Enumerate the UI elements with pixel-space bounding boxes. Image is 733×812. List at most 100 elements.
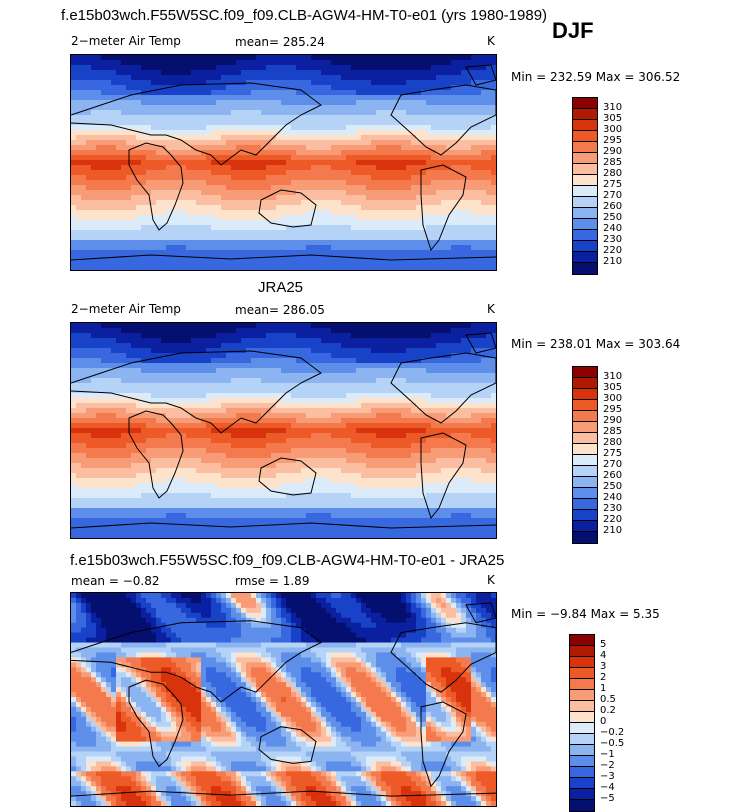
- field-cell: [431, 328, 437, 334]
- field-cell: [391, 70, 397, 76]
- field-cell: [391, 245, 397, 251]
- field-cell: [146, 170, 152, 176]
- field-cell: [211, 230, 217, 236]
- field-cell: [296, 200, 302, 206]
- field-cell: [431, 110, 437, 116]
- field-cell: [161, 200, 167, 206]
- field-cell: [441, 328, 447, 334]
- field-cell: [411, 388, 417, 394]
- field-cell: [401, 70, 407, 76]
- field-cell: [111, 343, 117, 349]
- field-cell: [136, 388, 142, 394]
- field-cell: [336, 95, 342, 101]
- field-cell: [306, 75, 312, 81]
- field-cell: [306, 105, 312, 111]
- field-cell: [341, 215, 347, 221]
- field-cell: [176, 85, 182, 91]
- field-cell: [416, 100, 422, 106]
- field-cell: [286, 150, 292, 156]
- field-cell: [181, 358, 187, 364]
- field-cell: [421, 215, 427, 221]
- field-cell: [156, 388, 162, 394]
- field-cell: [296, 175, 302, 181]
- field-cell: [196, 120, 202, 126]
- field-cell: [301, 65, 307, 71]
- field-cell: [326, 140, 332, 146]
- field-cell: [336, 190, 342, 196]
- field-cell: [411, 393, 417, 399]
- field-cell: [436, 373, 442, 379]
- field-cell: [486, 175, 492, 181]
- field-cell: [166, 190, 172, 196]
- field-cell: [106, 215, 112, 221]
- field-cell: [381, 255, 387, 261]
- field-cell: [216, 85, 222, 91]
- field-cell: [351, 383, 357, 389]
- colorbar-swatch: [573, 219, 597, 230]
- field-cell: [301, 383, 307, 389]
- field-cell: [276, 55, 282, 61]
- field-cell: [286, 175, 292, 181]
- field-cell: [396, 240, 402, 246]
- field-cell: [226, 388, 232, 394]
- field-cell: [281, 135, 287, 141]
- field-cell: [461, 120, 467, 126]
- field-cell: [426, 348, 432, 354]
- field-cell: [281, 145, 287, 151]
- field-cell: [386, 70, 392, 76]
- field-cell: [261, 323, 267, 329]
- field-cell: [86, 130, 92, 136]
- field-cell: [251, 80, 257, 86]
- field-cell: [81, 230, 87, 236]
- field-cell: [101, 358, 107, 364]
- field-cell: [131, 155, 137, 161]
- field-cell: [371, 358, 377, 364]
- field-cell: [211, 373, 217, 379]
- field-cell: [176, 185, 182, 191]
- field-cell: [416, 240, 422, 246]
- field-cell: [446, 235, 452, 241]
- field-cell: [291, 373, 297, 379]
- field-cell: [421, 110, 427, 116]
- field-cell: [96, 165, 102, 171]
- field-cell: [396, 115, 402, 121]
- field-cell: [146, 90, 152, 96]
- field-cell: [451, 215, 457, 221]
- field-cell: [151, 135, 157, 141]
- field-cell: [196, 388, 202, 394]
- field-cell: [256, 165, 262, 171]
- field-cell: [381, 333, 387, 339]
- field-cell: [146, 175, 152, 181]
- field-cell: [426, 145, 432, 151]
- field-cell: [121, 255, 127, 261]
- field-cell: [186, 140, 192, 146]
- field-cell: [146, 115, 152, 121]
- field-cell: [461, 215, 467, 221]
- field-cell: [201, 220, 207, 226]
- field-cell: [71, 90, 77, 96]
- field-cell: [276, 155, 282, 161]
- field-cell: [396, 368, 402, 374]
- field-cell: [466, 110, 472, 116]
- field-cell: [251, 175, 257, 181]
- field-cell: [461, 343, 467, 349]
- field-cell: [116, 348, 122, 354]
- panel2-map-svg: [71, 323, 496, 538]
- field-cell: [206, 140, 212, 146]
- field-cell: [336, 55, 342, 61]
- field-cell: [241, 105, 247, 111]
- field-cell: [246, 140, 252, 146]
- field-cell: [121, 195, 127, 201]
- field-cell: [86, 338, 92, 344]
- field-cell: [196, 70, 202, 76]
- field-cell: [486, 150, 492, 156]
- field-cell: [221, 135, 227, 141]
- field-cell: [356, 200, 362, 206]
- field-cell: [311, 120, 317, 126]
- field-cell: [166, 255, 172, 261]
- field-cell: [361, 240, 367, 246]
- field-cell: [366, 368, 372, 374]
- field-cell: [271, 338, 277, 344]
- field-cell: [396, 343, 402, 349]
- field-cell: [436, 378, 442, 384]
